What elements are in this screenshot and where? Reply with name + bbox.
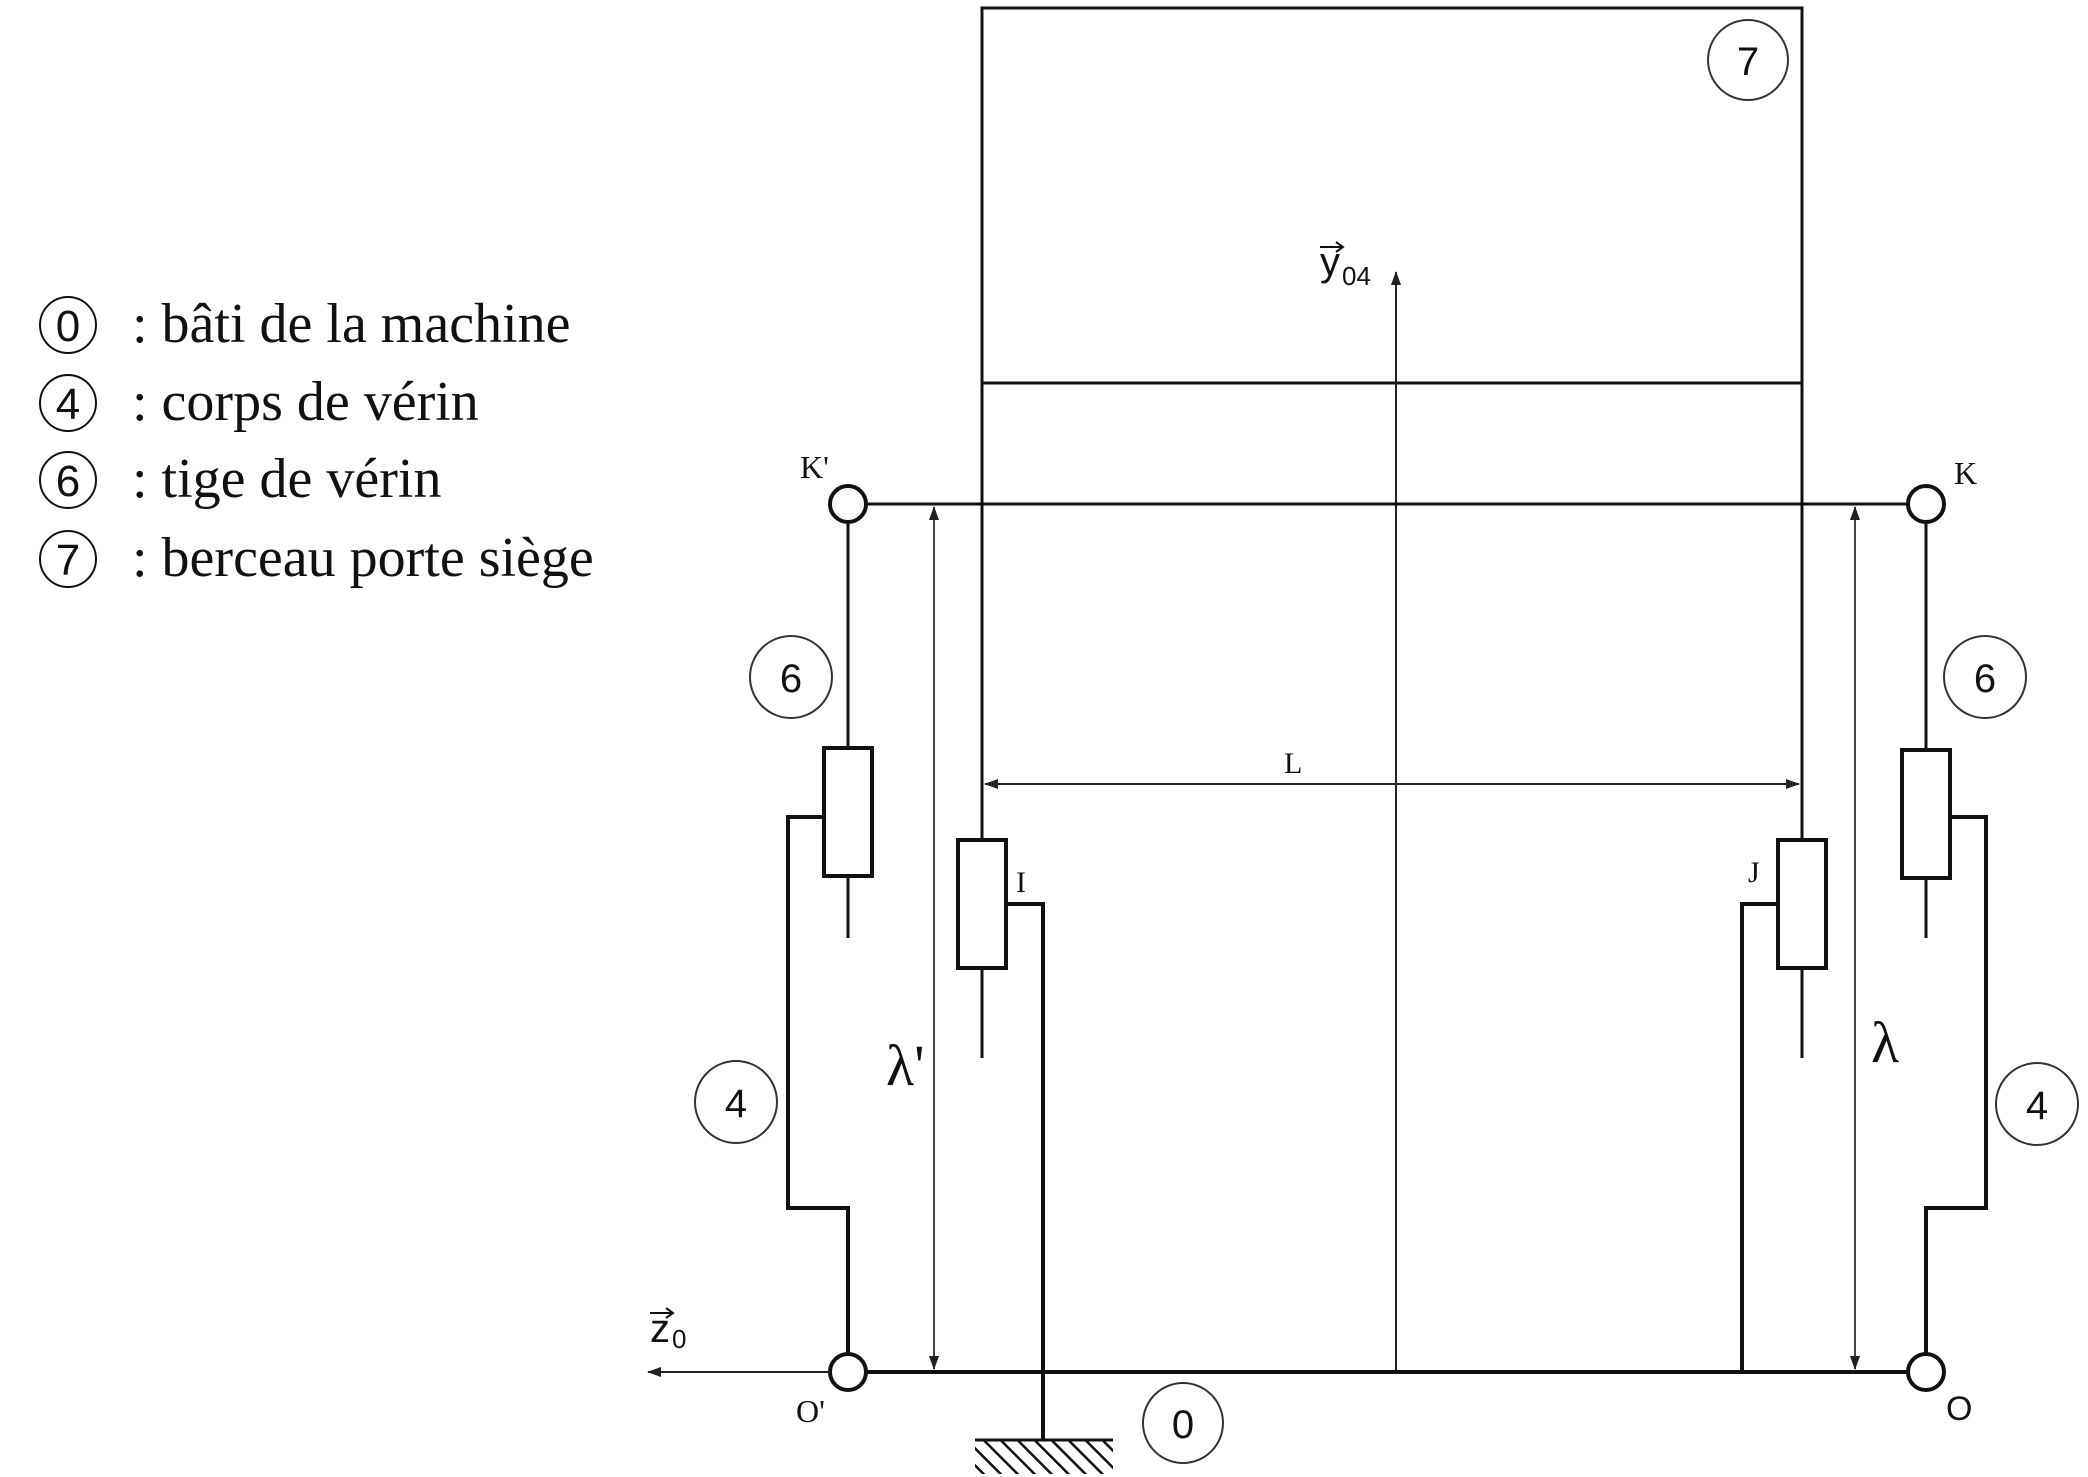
- label-lambda-left: λ': [886, 1033, 925, 1098]
- right-body-4: [1924, 815, 1988, 1354]
- right-rod-piston: [1900, 748, 1952, 880]
- joint-k: [1906, 484, 1946, 524]
- frame-0: O' O 0: [796, 1352, 1972, 1474]
- right-cylinder: 6 4: [1900, 522, 2079, 1354]
- guide-i-support: [1006, 902, 1045, 1372]
- part-label-7: 7: [1737, 40, 1759, 84]
- z-axis-label: z 0: [650, 1307, 686, 1354]
- legend-item-cylinder-body: 4 : corps de vérin: [39, 371, 479, 433]
- z-axis-letter: z: [650, 1307, 670, 1351]
- label-lambda-right: λ: [1871, 1010, 1899, 1075]
- z-axis: z 0: [647, 1307, 830, 1377]
- slider-j: [1776, 838, 1828, 970]
- guide-j-support: [1740, 902, 1778, 1372]
- ground-hatch: [975, 1440, 1113, 1474]
- left-cylinder: 6 4: [694, 522, 874, 1354]
- label-k: K: [1954, 455, 1977, 491]
- z-axis-subscript: 0: [672, 1324, 686, 1354]
- label-i: I: [1016, 866, 1026, 899]
- y-axis: y 04: [1320, 240, 1401, 1372]
- part-circle-6-right: [1943, 635, 2027, 719]
- part-label-6-left: 6: [780, 657, 802, 701]
- label-l: L: [1284, 747, 1302, 780]
- legend-label: : tige de vérin: [132, 448, 441, 510]
- legend-item-frame: 0 : bâti de la machine: [39, 293, 570, 355]
- part-label-0: 0: [1172, 1403, 1194, 1447]
- legend-item-cradle: 7 : berceau porte siège: [39, 527, 594, 589]
- guide-j: J: [1740, 838, 1828, 1372]
- label-j: J: [1748, 856, 1760, 889]
- legend-label: : corps de vérin: [132, 371, 479, 433]
- joint-o-prime: [828, 1352, 868, 1392]
- part-circle-6-left: [749, 635, 833, 719]
- y-axis-label: y 04: [1320, 240, 1371, 291]
- dimension-l: L: [984, 747, 1800, 789]
- legend-num: 0: [56, 302, 80, 351]
- legend-label: : berceau porte siège: [132, 527, 594, 589]
- left-body-4: [786, 815, 850, 1354]
- part-circle-4-left: [694, 1060, 778, 1144]
- dimension-lambda-left: λ': [886, 506, 939, 1370]
- legend: 0 : bâti de la machine 4 : corps de véri…: [39, 293, 594, 589]
- part-circle-0: [1142, 1382, 1224, 1464]
- legend-item-cylinder-rod: 6 : tige de vérin: [39, 448, 441, 510]
- y-axis-letter: y: [1320, 240, 1340, 284]
- part-label-4-left: 4: [725, 1082, 747, 1126]
- part-label-4-right: 4: [2026, 1084, 2048, 1128]
- joint-o: [1906, 1352, 1946, 1392]
- cradle-7: 7: [980, 6, 1804, 1058]
- label-o: O: [1946, 1390, 1972, 1428]
- part-circle-7: [1707, 19, 1789, 101]
- left-rod-piston: [822, 746, 874, 878]
- label-o-prime: O': [796, 1393, 825, 1429]
- legend-num: 7: [56, 536, 80, 585]
- part-label-6-right: 6: [1974, 657, 1996, 701]
- slider-i: [956, 838, 1008, 970]
- legend-num: 4: [56, 380, 80, 429]
- dimension-lambda-right: λ: [1850, 506, 1899, 1370]
- legend-label: : bâti de la machine: [132, 293, 570, 355]
- guide-i: I: [956, 838, 1045, 1372]
- part-circle-4-right: [1995, 1062, 2079, 1146]
- label-k-prime: K': [800, 449, 829, 485]
- top-bar-kk: K' K: [800, 449, 1977, 524]
- joint-k-prime: [828, 484, 868, 524]
- y-axis-subscript: 04: [1342, 261, 1371, 291]
- legend-num: 6: [56, 457, 80, 506]
